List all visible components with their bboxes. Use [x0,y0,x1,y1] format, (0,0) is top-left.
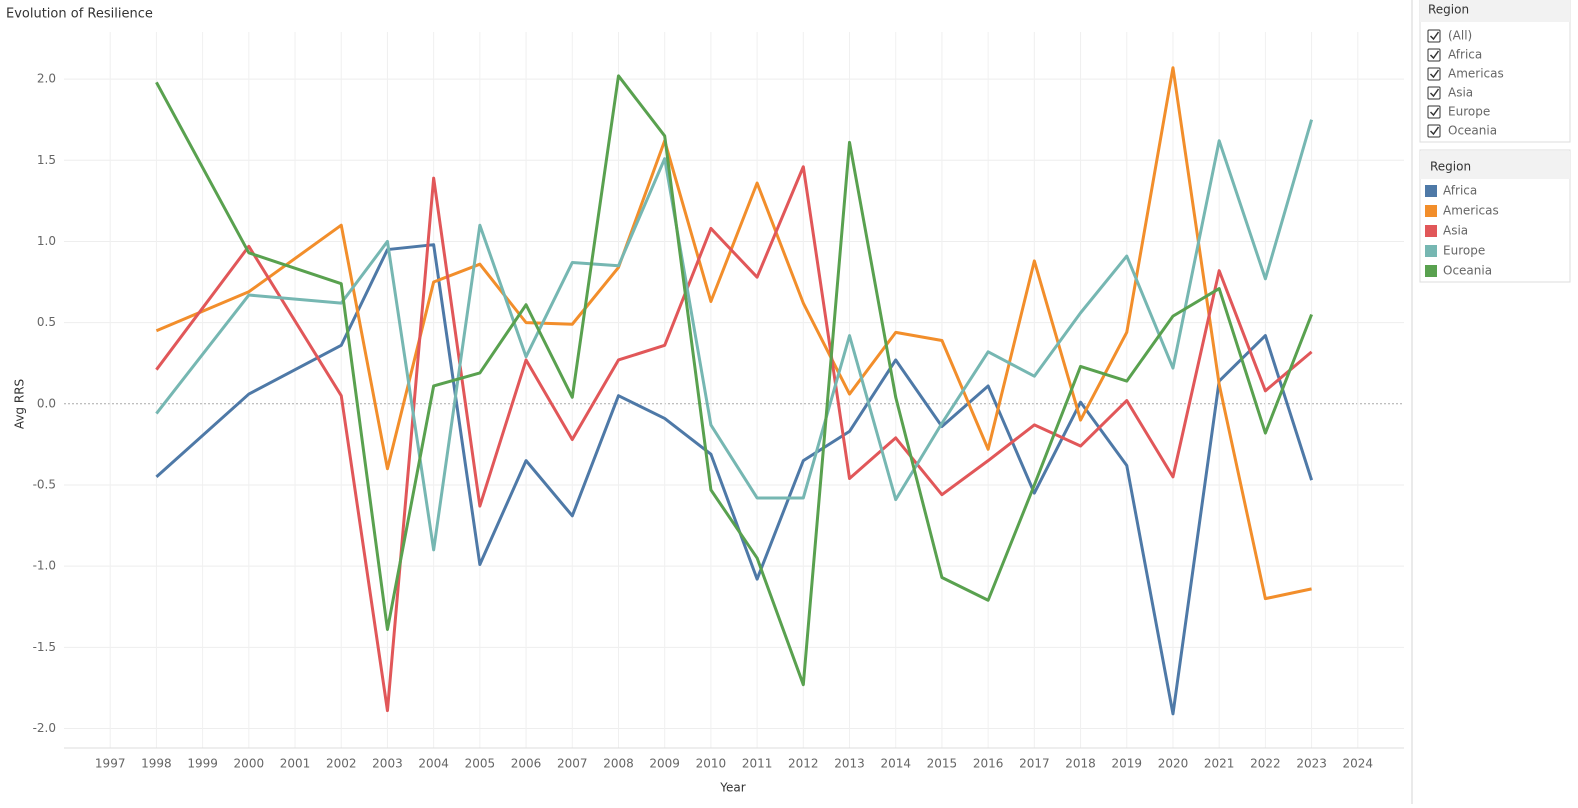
x-tick-label: 2020 [1158,757,1189,771]
checkmark [1429,88,1440,98]
series-line [155,243,1314,716]
y-tick-label: -2.0 [33,721,56,735]
legend-label: Africa [1443,184,1477,198]
filter-header [1420,0,1570,22]
x-tick-label: 1997 [95,757,126,771]
y-tick-label: -0.5 [33,477,56,491]
y-tick-label: 1.0 [37,234,56,248]
legend-label: Asia [1443,224,1468,238]
filter-title: Region [1428,3,1469,17]
x-tick-label: 1999 [187,757,218,771]
y-tick-label: 2.0 [37,72,56,86]
checkmark [1429,31,1440,41]
filter-option[interactable]: Africa [1448,48,1482,62]
legend-header [1420,151,1570,179]
y-tick-label: 0.5 [37,315,56,329]
series-line [155,74,1313,687]
legend-title: Region [1430,160,1471,174]
checkmark [1429,107,1440,117]
checkmark [1429,50,1440,60]
legend-swatch [1425,265,1437,277]
y-tick-label: 1.5 [37,153,56,167]
filter-option[interactable]: Asia [1448,86,1473,100]
x-tick-label: 2012 [788,757,819,771]
x-tick-label: 2019 [1111,757,1142,771]
x-tick-label: 2024 [1343,757,1374,771]
legend-label: Oceania [1443,264,1492,278]
x-tick-label: 2009 [649,757,680,771]
filter-option[interactable]: Americas [1448,67,1504,81]
x-tick-label: 2015 [927,757,958,771]
x-tick-label: 2004 [418,757,449,771]
legend-swatch [1425,245,1437,257]
legend-swatch [1425,185,1437,197]
y-axis-label: Avg RRS [13,379,27,429]
legend-swatch [1425,225,1437,237]
checkmark [1429,69,1440,79]
filter-option[interactable]: Oceania [1448,124,1497,138]
y-tick-label: -1.0 [33,559,56,573]
y-tick-label: 0.0 [37,396,56,410]
x-tick-label: 2002 [326,757,357,771]
chart-title: Evolution of Resilience [6,7,153,22]
legend-label: Americas [1443,204,1499,218]
x-tick-label: 2022 [1250,757,1281,771]
x-tick-label: 2016 [973,757,1004,771]
x-tick-label: 2007 [557,757,588,771]
x-tick-label: 2013 [834,757,865,771]
series-line [155,119,1314,552]
x-tick-label: 2010 [696,757,727,771]
x-tick-label: 2005 [465,757,496,771]
x-tick-label: 2006 [511,757,542,771]
x-tick-label: 2014 [880,757,911,771]
filter-panel [1419,0,1571,143]
legend-swatch [1425,205,1437,217]
series-line [155,165,1313,713]
filter-option[interactable]: Europe [1448,105,1490,119]
x-tick-label: 2001 [280,757,311,771]
x-tick-label: 2000 [234,757,265,771]
checkmark [1429,126,1440,136]
x-tick-label: 2023 [1296,757,1327,771]
x-tick-label: 2021 [1204,757,1235,771]
filter-option[interactable]: (All) [1448,29,1472,43]
x-tick-label: 2003 [372,757,403,771]
x-tick-label: 2017 [1019,757,1050,771]
legend-label: Europe [1443,244,1485,258]
x-tick-label: 2011 [742,757,773,771]
x-tick-label: 1998 [141,757,172,771]
x-tick-label: 2008 [603,757,634,771]
x-axis-label: Year [719,781,745,795]
y-tick-label: -1.5 [33,640,56,654]
x-tick-label: 2018 [1065,757,1096,771]
series-line [155,66,1312,601]
